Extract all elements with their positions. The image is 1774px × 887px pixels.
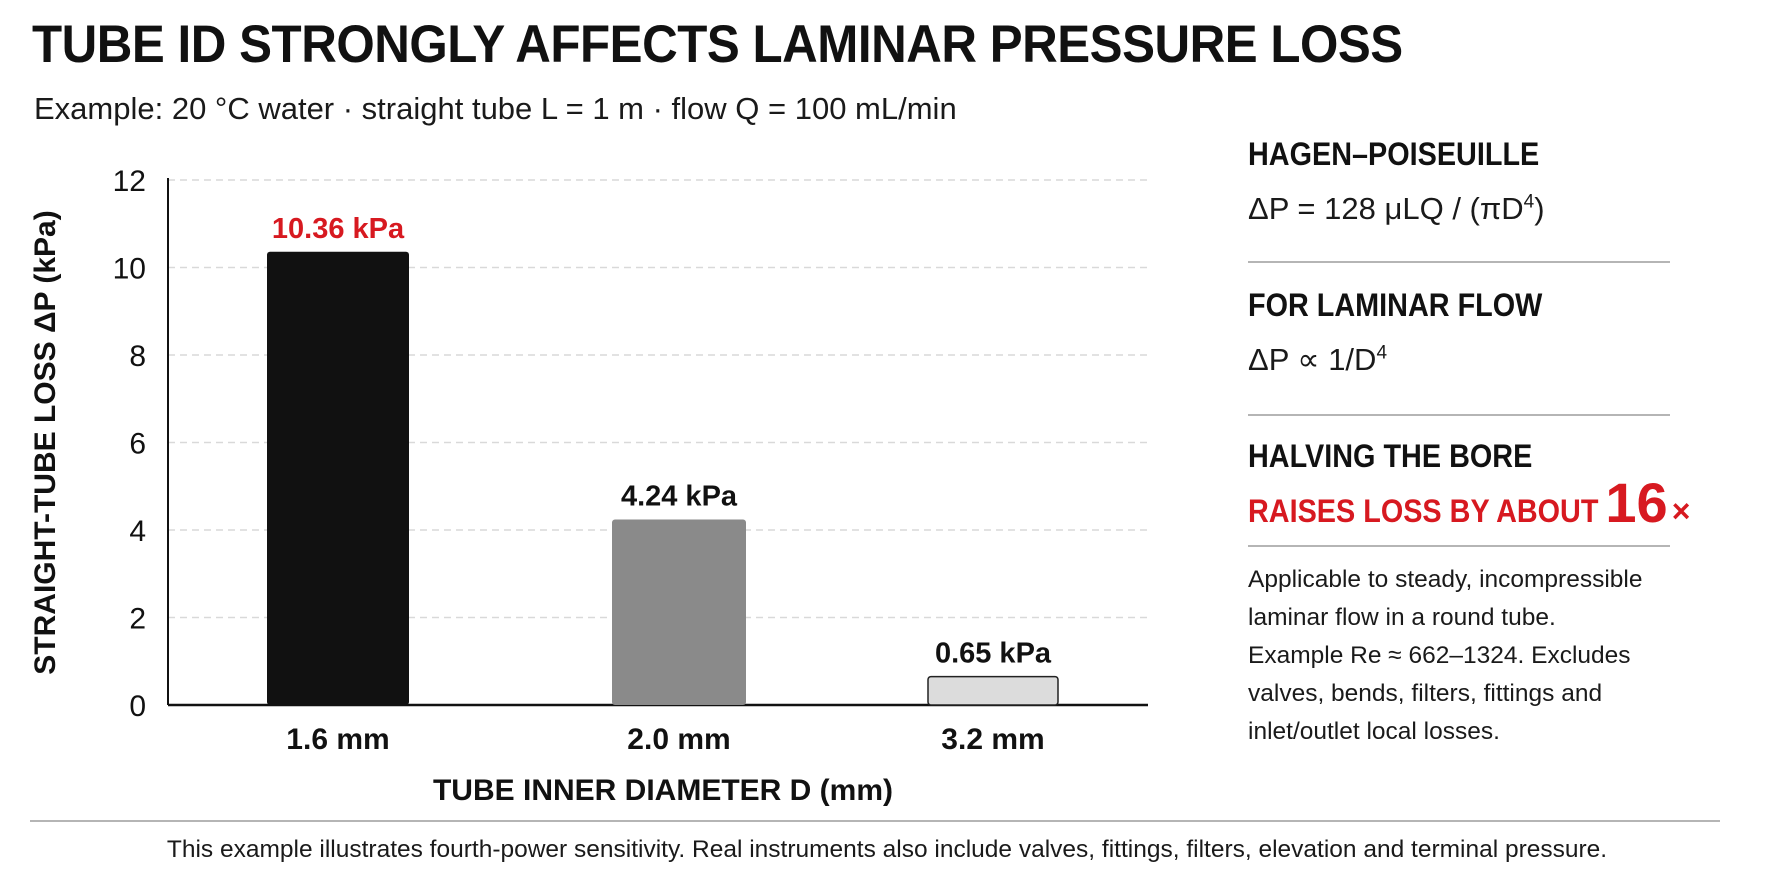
bar-value-label: 4.24 kPa — [621, 481, 738, 513]
panel-divider — [1248, 414, 1670, 416]
hagen-poiseuille-formula: ΔP = 128 μLQ / (πD4) — [1248, 191, 1688, 227]
bar-2 — [612, 519, 746, 705]
y-tick-label: 8 — [129, 340, 146, 373]
laminar-flow-heading: FOR LAMINAR FLOW — [1248, 287, 1543, 323]
note-line: Applicable to steady, incompressible — [1248, 566, 1643, 593]
footer-divider — [30, 820, 1720, 822]
y-axis-title: STRAIGHT-TUBE LOSS ΔP (kPa) — [29, 210, 62, 674]
y-tick-label: 10 — [113, 253, 146, 286]
bar-value-label: 0.65 kPa — [935, 638, 1052, 670]
sixteen-times-value: 16 — [1605, 471, 1668, 534]
page-title: TUBE ID STRONGLY AFFECTS LAMINAR PRESSUR… — [32, 15, 1403, 74]
note-line: inlet/outlet local losses. — [1248, 718, 1500, 745]
formula-main: ΔP = 128 μLQ / (πD — [1248, 191, 1524, 226]
bar-3 — [927, 675, 1059, 706]
formula-tail: ) — [1534, 191, 1545, 226]
footer-note: This example illustrates fourth-power se… — [166, 836, 1608, 863]
y-tick-label: 2 — [129, 603, 146, 636]
formula-main: ΔP ∝ 1/D — [1248, 342, 1377, 377]
x-tick-label: 3.2 mm — [941, 723, 1044, 756]
y-tick-label: 0 — [129, 690, 146, 723]
pressure-loss-bar-chart: 0 2 4 6 8 10 12 10.36 kPa 1.6 mm 4.24 kPa 2.0 mm 0.… — [29, 165, 1148, 807]
y-tick-label: 12 — [113, 165, 146, 198]
note-line: valves, bends, filters, fittings and — [1248, 680, 1603, 707]
explanation-panel: HAGEN–POISEUILLE ΔP = 128 μLQ / (πD4) FO… — [1248, 130, 1691, 751]
formula-exponent: 4 — [1376, 342, 1388, 364]
times-symbol: × — [1671, 493, 1691, 529]
applicability-note: Applicable to steady, incompressible lam… — [1248, 561, 1688, 751]
panel-divider — [1248, 261, 1670, 263]
hagen-poiseuille-heading: HAGEN–POISEUILLE — [1248, 136, 1540, 172]
raises-loss-text: RAISES LOSS BY ABOUT — [1248, 493, 1599, 529]
x-tick-label: 2.0 mm — [627, 723, 730, 756]
formula-exponent: 4 — [1523, 191, 1535, 213]
halving-bore-heading: HALVING THE BORE — [1248, 438, 1533, 474]
x-tick-label: 1.6 mm — [286, 723, 389, 756]
panel-divider — [1248, 545, 1670, 547]
note-line: laminar flow in a round tube. — [1248, 604, 1556, 631]
bar-1 — [267, 251, 409, 705]
bar-value-label: 10.36 kPa — [272, 213, 405, 245]
halving-bore-callout: RAISES LOSS BY ABOUT 16 × — [1248, 471, 1691, 534]
page-subtitle: Example: 20 °C water · straight tube L =… — [34, 91, 957, 126]
y-tick-label: 4 — [129, 515, 146, 548]
note-line: Example Re ≈ 662–1324. Excludes — [1248, 642, 1631, 669]
proportionality-formula: ΔP ∝ 1/D4 — [1248, 342, 1688, 378]
y-tick-label: 6 — [129, 428, 146, 461]
x-axis-title: TUBE INNER DIAMETER D (mm) — [433, 774, 893, 807]
